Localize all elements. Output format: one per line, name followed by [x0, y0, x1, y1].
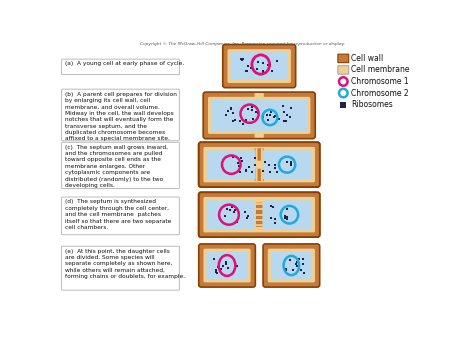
FancyBboxPatch shape: [263, 244, 319, 287]
FancyBboxPatch shape: [255, 227, 264, 232]
Text: Chromosome 2: Chromosome 2: [351, 88, 409, 98]
FancyBboxPatch shape: [199, 244, 255, 287]
FancyBboxPatch shape: [261, 148, 263, 161]
FancyBboxPatch shape: [62, 246, 179, 290]
Text: (b)  A parent cell prepares for division
by enlarging its cell wall, cell
membra: (b) A parent cell prepares for division …: [64, 92, 176, 141]
FancyBboxPatch shape: [268, 248, 315, 282]
FancyBboxPatch shape: [261, 168, 263, 181]
FancyBboxPatch shape: [255, 198, 264, 203]
Text: (a)  A young cell at early phase of cycle.: (a) A young cell at early phase of cycle…: [64, 61, 184, 66]
FancyBboxPatch shape: [207, 151, 255, 179]
Text: (c)  The septum wall grows inward,
and the chromosomes are pulled
toward opposit: (c) The septum wall grows inward, and th…: [64, 145, 168, 188]
Text: Copyright © The McGraw-Hill Companies, Inc. Permission required for reproduction: Copyright © The McGraw-Hill Companies, I…: [140, 42, 346, 46]
FancyBboxPatch shape: [203, 197, 315, 233]
FancyBboxPatch shape: [255, 161, 264, 168]
Text: (e)  At this point, the daughter cells
are divided. Some species will
separate c: (e) At this point, the daughter cells ar…: [64, 248, 185, 279]
FancyBboxPatch shape: [338, 54, 349, 63]
FancyBboxPatch shape: [255, 198, 264, 231]
FancyBboxPatch shape: [255, 168, 264, 181]
FancyBboxPatch shape: [255, 93, 264, 103]
FancyBboxPatch shape: [62, 59, 179, 75]
Text: Cell membrane: Cell membrane: [351, 65, 410, 75]
FancyBboxPatch shape: [263, 200, 312, 229]
FancyBboxPatch shape: [255, 148, 264, 161]
FancyBboxPatch shape: [263, 151, 311, 179]
FancyBboxPatch shape: [255, 148, 257, 161]
FancyBboxPatch shape: [199, 142, 320, 187]
FancyBboxPatch shape: [211, 100, 308, 131]
Text: Ribosomes: Ribosomes: [351, 100, 393, 109]
Text: Cell wall: Cell wall: [351, 54, 383, 63]
FancyBboxPatch shape: [206, 252, 247, 279]
FancyBboxPatch shape: [223, 44, 296, 88]
FancyBboxPatch shape: [338, 66, 349, 74]
FancyBboxPatch shape: [207, 200, 256, 229]
FancyBboxPatch shape: [255, 128, 264, 138]
FancyBboxPatch shape: [230, 52, 288, 80]
Text: (d)  The septum is synthesized
completely through the cell center,
and the cell : (d) The septum is synthesized completely…: [64, 199, 171, 230]
FancyBboxPatch shape: [203, 248, 251, 282]
FancyBboxPatch shape: [62, 89, 179, 141]
FancyBboxPatch shape: [271, 252, 312, 279]
FancyBboxPatch shape: [203, 92, 315, 139]
FancyBboxPatch shape: [228, 49, 291, 83]
Text: Chromosome 1: Chromosome 1: [351, 77, 409, 86]
FancyBboxPatch shape: [208, 97, 310, 134]
FancyBboxPatch shape: [62, 142, 179, 188]
FancyBboxPatch shape: [62, 197, 179, 235]
FancyBboxPatch shape: [255, 168, 257, 181]
FancyBboxPatch shape: [203, 147, 315, 182]
FancyBboxPatch shape: [199, 192, 320, 237]
